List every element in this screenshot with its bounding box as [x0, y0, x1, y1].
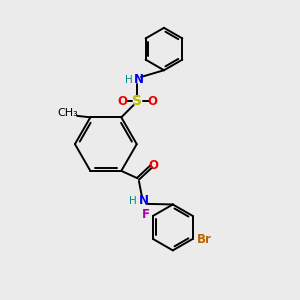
Text: S: S [133, 94, 142, 108]
Text: O: O [148, 94, 158, 108]
Text: CH₃: CH₃ [57, 108, 78, 118]
Text: F: F [142, 208, 150, 221]
Text: N: N [139, 194, 149, 207]
Text: N: N [134, 74, 144, 86]
Text: O: O [117, 94, 127, 108]
Text: H: H [125, 75, 133, 85]
Text: H: H [129, 196, 137, 206]
Text: Br: Br [196, 233, 211, 246]
Text: O: O [149, 159, 159, 172]
